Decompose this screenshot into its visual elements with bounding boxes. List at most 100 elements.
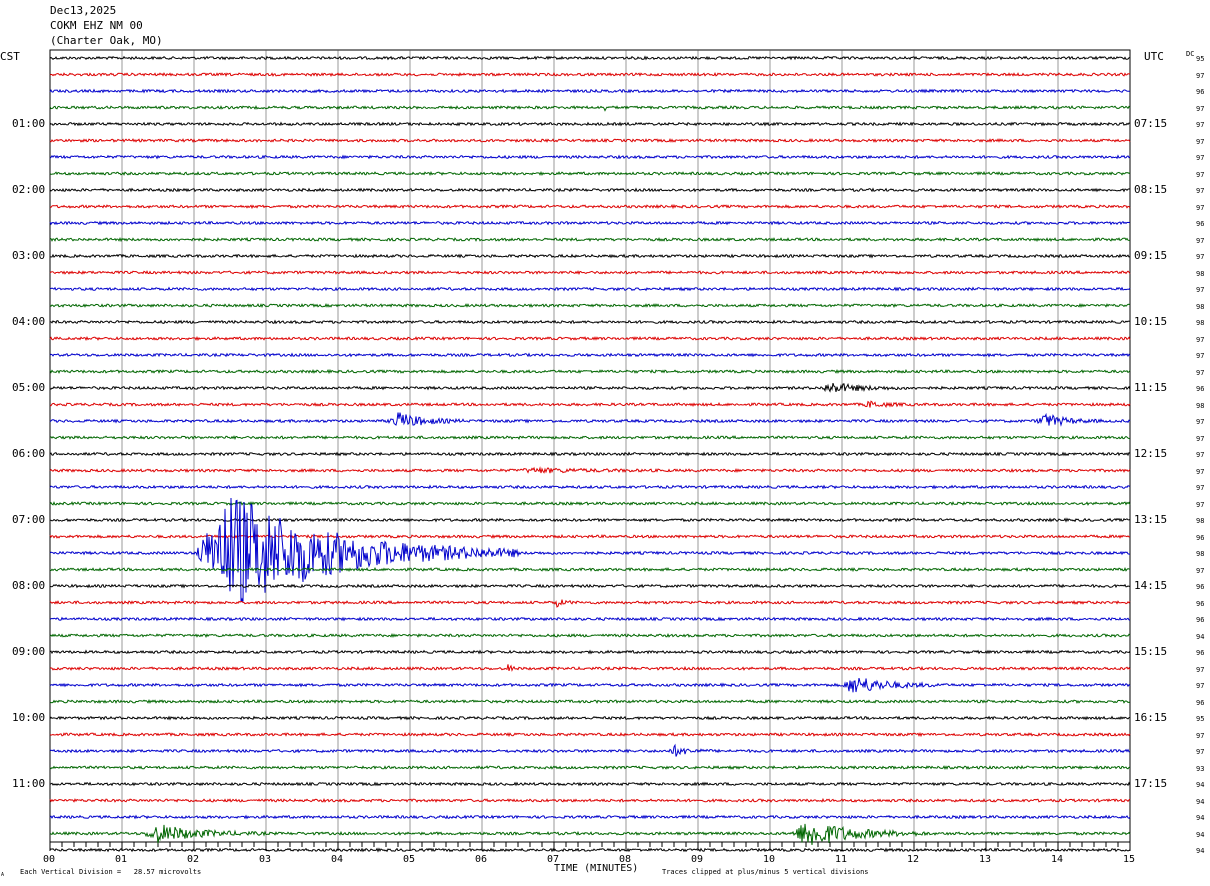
right-hour-label: 07:15 <box>1134 117 1168 130</box>
dc-offset-value: 94 <box>1196 797 1205 806</box>
x-axis-title: TIME (MINUTES) <box>554 863 639 874</box>
dc-offset-value: 97 <box>1196 368 1205 377</box>
dc-offset-value: 97 <box>1196 203 1205 212</box>
trace-line-7 <box>49 170 1131 177</box>
trace-line-15 <box>49 302 1131 309</box>
left-timezone-label: CST <box>0 50 20 63</box>
dc-offset-value: 98 <box>1196 550 1205 558</box>
dc-offset-value: 97 <box>1196 104 1205 113</box>
trace-line-18 <box>49 352 1131 358</box>
dc-offset-value: 96 <box>1196 533 1205 542</box>
x-tick-label: 14 <box>1051 854 1064 865</box>
dc-offset-value: 96 <box>1196 385 1205 393</box>
dc-offset-value: 97 <box>1196 451 1205 459</box>
trace-line-3 <box>49 104 1131 112</box>
dc-offset-value: 96 <box>1196 220 1205 228</box>
trace-line-35 <box>49 632 1131 639</box>
trace-line-24 <box>49 451 1131 457</box>
right-hour-label: 09:15 <box>1134 249 1168 262</box>
dc-offset-value: 97 <box>1196 154 1205 162</box>
x-tick-label: 12 <box>907 854 920 865</box>
dc-offset-value: 97 <box>1196 253 1205 261</box>
dc-offset-value: 98 <box>1196 401 1205 410</box>
trace-line-5 <box>49 138 1131 143</box>
dc-offset-value: 97 <box>1196 467 1205 476</box>
trace-line-13 <box>49 270 1131 275</box>
dc-offset-value: 97 <box>1196 434 1205 443</box>
trace-line-30 <box>49 497 1130 603</box>
trace-line-0 <box>49 55 1131 61</box>
trace-line-42 <box>49 743 1131 757</box>
x-tick-label: 02 <box>187 854 200 865</box>
dc-offset-value: 97 <box>1196 137 1205 146</box>
x-tick-label: 13 <box>979 854 992 865</box>
corner-mark: A <box>1 872 5 878</box>
dc-offset-value: 97 <box>1196 236 1205 245</box>
trace-line-16 <box>49 319 1131 325</box>
clip-note: Traces clipped at plus/minus 5 vertical … <box>662 868 869 876</box>
left-hour-label: 07:00 <box>12 513 46 526</box>
trace-line-41 <box>49 731 1131 738</box>
dc-offset-value: 97 <box>1196 187 1205 195</box>
dc-offset-value: 97 <box>1196 500 1205 509</box>
trace-line-44 <box>49 781 1131 787</box>
trace-line-45 <box>49 797 1131 803</box>
trace-line-19 <box>49 368 1131 375</box>
dc-offset-value: 97 <box>1196 484 1205 492</box>
trace-line-43 <box>49 765 1131 771</box>
dc-offset-value: 97 <box>1196 665 1205 674</box>
dc-offset-value: 93 <box>1196 764 1205 773</box>
right-hour-label: 08:15 <box>1134 183 1168 196</box>
trace-line-37 <box>49 664 1131 672</box>
dc-offset-value: 96 <box>1196 616 1205 624</box>
trace-line-1 <box>49 71 1131 77</box>
left-hour-label: 06:00 <box>12 447 46 460</box>
trace-line-34 <box>49 616 1131 622</box>
left-hour-label: 08:00 <box>12 579 46 592</box>
x-tick-label: 03 <box>259 854 272 865</box>
dc-offset-value: 98 <box>1196 319 1205 327</box>
dc-offset-value: 97 <box>1196 335 1205 344</box>
x-tick-label: 06 <box>475 854 488 865</box>
record-date: Dec13,2025 <box>50 4 117 17</box>
dc-offset-value: 94 <box>1196 781 1205 789</box>
plot-frame <box>49 49 1131 843</box>
left-hour-label: 01:00 <box>12 117 46 130</box>
right-hour-label: 13:15 <box>1134 513 1168 526</box>
dc-offset-value: 98 <box>1196 269 1205 278</box>
dc-offset-value: 98 <box>1196 517 1205 525</box>
station-code: COKM EHZ NM 00 <box>50 19 143 32</box>
trace-line-4 <box>49 121 1131 127</box>
dc-offset-value: 95 <box>1196 715 1205 723</box>
trace-line-9 <box>49 203 1131 210</box>
dc-offset-value: 97 <box>1196 286 1205 294</box>
dc-offset-value: 97 <box>1196 418 1205 426</box>
x-tick-label: 10 <box>763 854 776 865</box>
x-tick-label: 15 <box>1123 854 1136 865</box>
trace-line-25 <box>49 466 1131 474</box>
x-tick-label: 01 <box>115 854 128 865</box>
trace-line-38 <box>49 677 1131 693</box>
dc-offset-value: 96 <box>1196 698 1205 707</box>
dc-offset-value: 97 <box>1196 71 1205 80</box>
left-hour-label: 03:00 <box>12 249 46 262</box>
dc-offset-value: 98 <box>1196 302 1205 311</box>
trace-line-17 <box>49 335 1131 342</box>
trace-line-2 <box>49 88 1131 94</box>
dc-offset-value: 96 <box>1196 649 1205 657</box>
x-tick-label: 07 <box>547 854 560 865</box>
trace-line-14 <box>49 286 1131 292</box>
left-hour-label: 11:00 <box>12 777 46 790</box>
trace-line-22 <box>49 412 1131 427</box>
right-hour-label: 16:15 <box>1134 711 1168 724</box>
trace-line-27 <box>49 500 1131 506</box>
x-tick-label: 04 <box>331 854 344 865</box>
trace-line-47 <box>49 823 1131 845</box>
trace-line-40 <box>49 715 1131 721</box>
left-hour-label: 05:00 <box>12 381 46 394</box>
scale-note: Each Vertical Division = 28.57 microvolt… <box>20 868 202 876</box>
dc-offset-value: 97 <box>1196 566 1205 575</box>
dc-offset-value: 97 <box>1196 682 1205 690</box>
trace-line-20 <box>49 382 1131 393</box>
dc-offset-value: 97 <box>1196 170 1205 179</box>
